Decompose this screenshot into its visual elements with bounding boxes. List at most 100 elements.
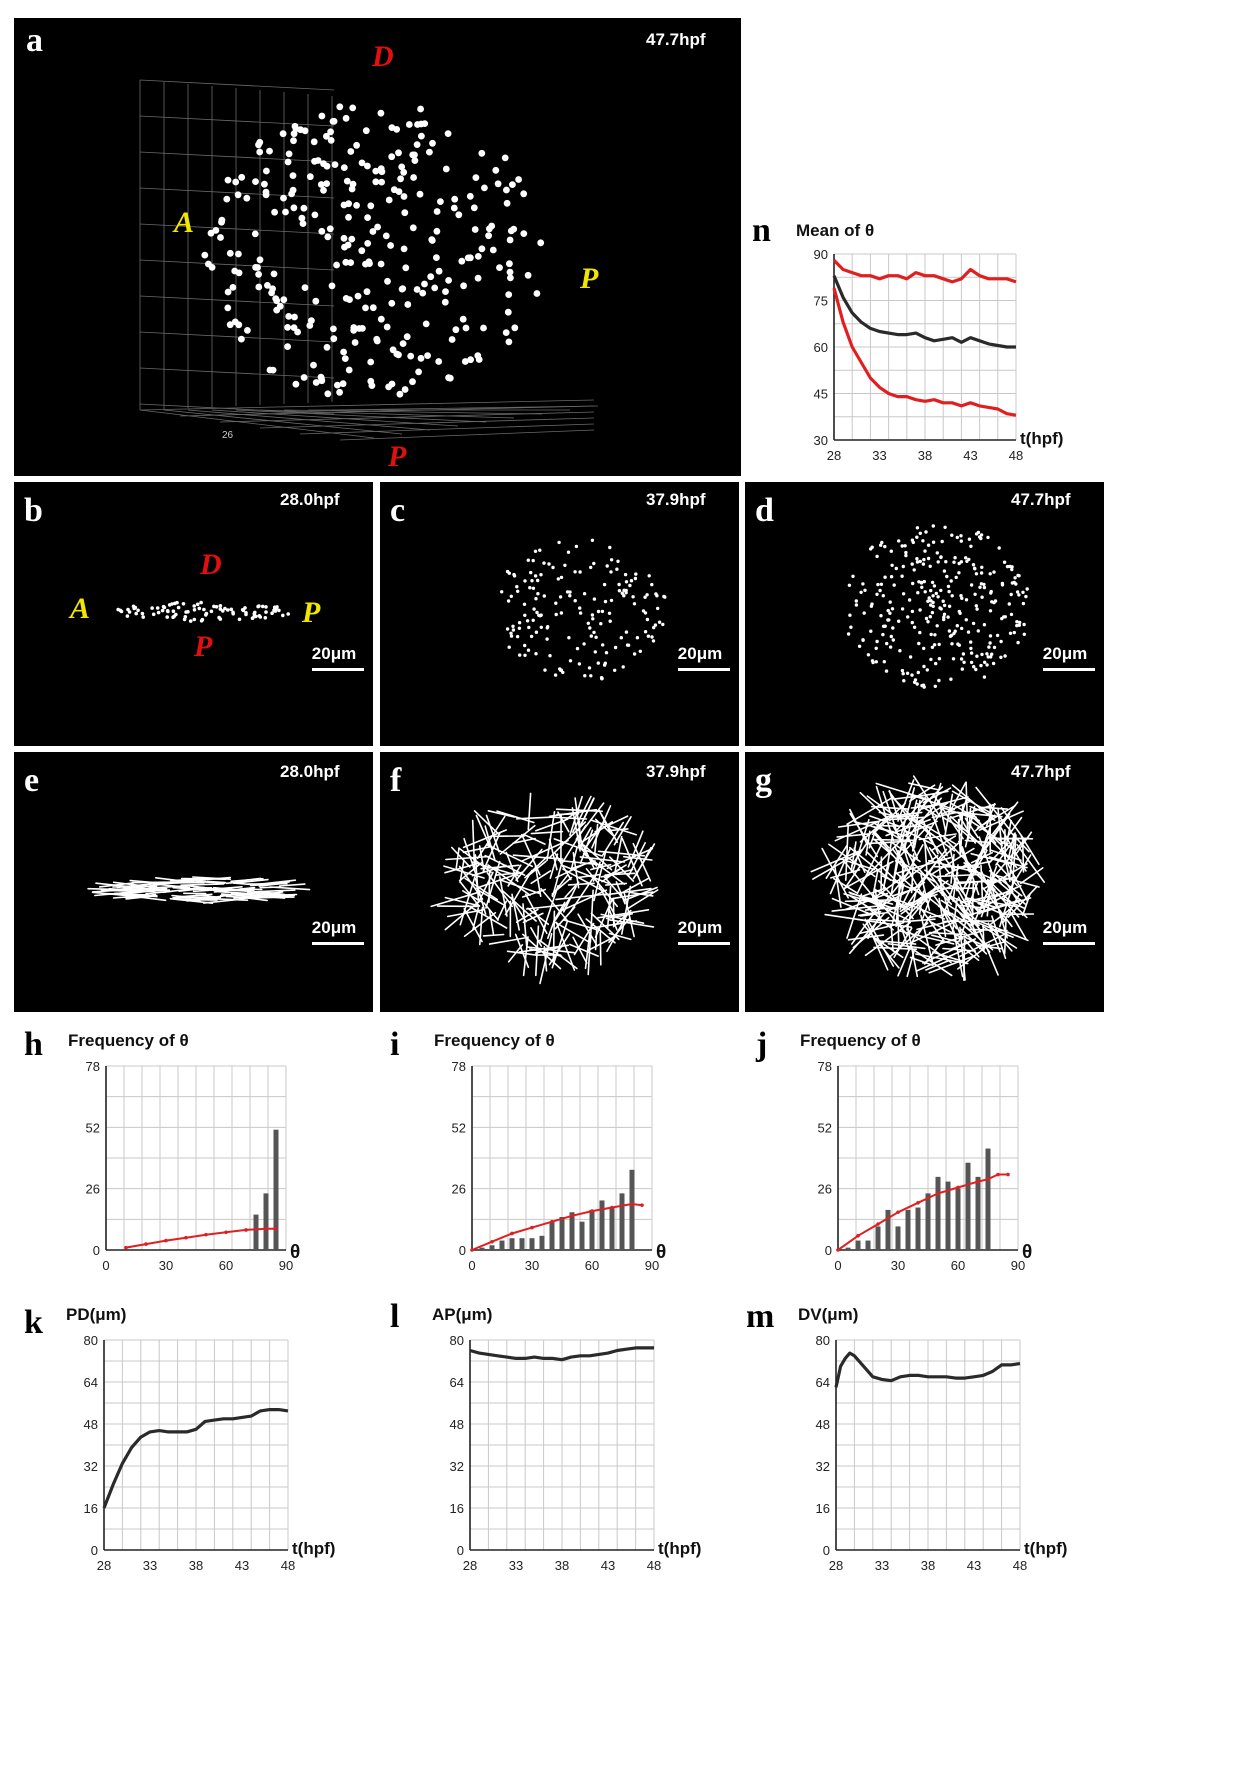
cell-dot: [534, 630, 539, 634]
track-segment: [926, 912, 954, 919]
x-axis-label-j: θ: [1022, 1242, 1032, 1263]
track-segment: [911, 861, 952, 905]
track-segment: [865, 850, 903, 887]
cell-dot: [568, 594, 572, 598]
cell-dot: [548, 654, 552, 658]
track-segment: [539, 921, 547, 943]
track-segment: [558, 889, 608, 913]
track-segment: [155, 877, 195, 884]
x-tick-label: 90: [645, 1258, 659, 1273]
cell-dot: [964, 556, 968, 560]
cell-dot: [978, 585, 982, 589]
panel-a-dot: [474, 352, 482, 360]
panel-a-dot: [382, 232, 390, 240]
cell-dot: [918, 531, 922, 535]
track-segment: [989, 870, 1023, 897]
cell-dot: [920, 585, 924, 589]
track-segment: [579, 856, 625, 863]
panel-a-dot: [358, 247, 366, 255]
y-tick-label: 78: [86, 1059, 100, 1074]
track-segment: [907, 930, 952, 964]
track-segment: [987, 922, 1001, 953]
cell-dot: [1012, 580, 1016, 585]
track-segment: [530, 927, 543, 947]
y-tick-label: 45: [814, 387, 828, 402]
cell-dot: [608, 619, 612, 623]
panel-a-dot: [347, 259, 355, 266]
cell-dot: [531, 586, 536, 590]
track-segment: [864, 918, 889, 971]
panel-label-k: k: [24, 1304, 43, 1341]
fit-point: [590, 1209, 594, 1213]
x-tick-label: 43: [601, 1558, 615, 1572]
panel-a-dot: [235, 269, 243, 277]
cell-dot: [538, 548, 542, 552]
fit-point: [470, 1248, 474, 1252]
track-segment: [867, 919, 895, 967]
cell-dot: [966, 630, 971, 634]
panel-a-dot: [345, 213, 352, 221]
panel-a-dot: [256, 256, 264, 264]
cell-dot: [542, 594, 546, 598]
cell-dot: [1010, 567, 1014, 572]
fit-point: [1006, 1172, 1010, 1177]
track-segment: [621, 877, 650, 894]
track-segment: [594, 927, 598, 951]
track-segment: [890, 924, 894, 952]
track-segment: [267, 894, 296, 898]
track-segment: [587, 935, 617, 952]
track-segment: [953, 880, 981, 915]
cell-dot: [883, 624, 887, 628]
panel-a-dot: [401, 209, 409, 217]
track-segment: [606, 847, 654, 870]
cell-dot: [1022, 632, 1026, 636]
track-segment: [850, 839, 870, 867]
panel-a-dot: [341, 355, 349, 362]
bar-mark: [925, 1193, 931, 1250]
track-segment: [482, 933, 505, 937]
cell-dot: [921, 683, 926, 687]
panel-a-dot: [520, 190, 528, 198]
track-segment: [557, 811, 570, 833]
cell-dot: [125, 614, 130, 618]
y-tick-label: 0: [825, 1243, 832, 1258]
cell-dot: [537, 613, 541, 617]
cell-dot: [942, 569, 947, 573]
track-segment: [506, 950, 537, 956]
track-segment: [269, 886, 311, 891]
cell-dot: [155, 606, 160, 610]
panel-a-dot: [426, 148, 433, 156]
panel-a-dot: [377, 315, 385, 323]
panel-f: f 37.9hpf 20μm: [380, 752, 739, 1012]
panel-a-dot: [372, 167, 380, 175]
track-segment: [852, 818, 870, 872]
cell-dot: [849, 625, 853, 629]
fit-point: [144, 1242, 148, 1246]
panel-a-dot: [417, 354, 425, 362]
cell-dot: [925, 668, 929, 672]
bar-mark: [479, 1247, 485, 1250]
cell-dot: [903, 544, 907, 548]
panel-a-dot: [472, 174, 480, 182]
track-segment: [925, 959, 950, 971]
cell-dot: [929, 632, 933, 637]
track-segment: [462, 890, 483, 903]
panel-a-dot: [367, 358, 375, 366]
cell-dot: [942, 617, 946, 622]
bar-mark: [629, 1169, 635, 1250]
cell-dot: [999, 655, 1003, 659]
cell-dot: [979, 533, 984, 537]
cell-dot: [557, 540, 561, 545]
cell-dot: [523, 643, 527, 648]
fit-point: [916, 1201, 920, 1205]
track-segment: [964, 835, 990, 887]
panel-a-dot: [417, 105, 424, 113]
track-segment: [149, 884, 193, 889]
x-tick-label: 0: [834, 1258, 841, 1273]
cell-dot: [915, 526, 920, 530]
y-tick-label: 0: [457, 1543, 464, 1558]
svg-e-group: [87, 876, 311, 904]
cell-dot: [531, 558, 535, 563]
track-segment: [587, 931, 592, 976]
panel-a-dot: [342, 258, 350, 266]
